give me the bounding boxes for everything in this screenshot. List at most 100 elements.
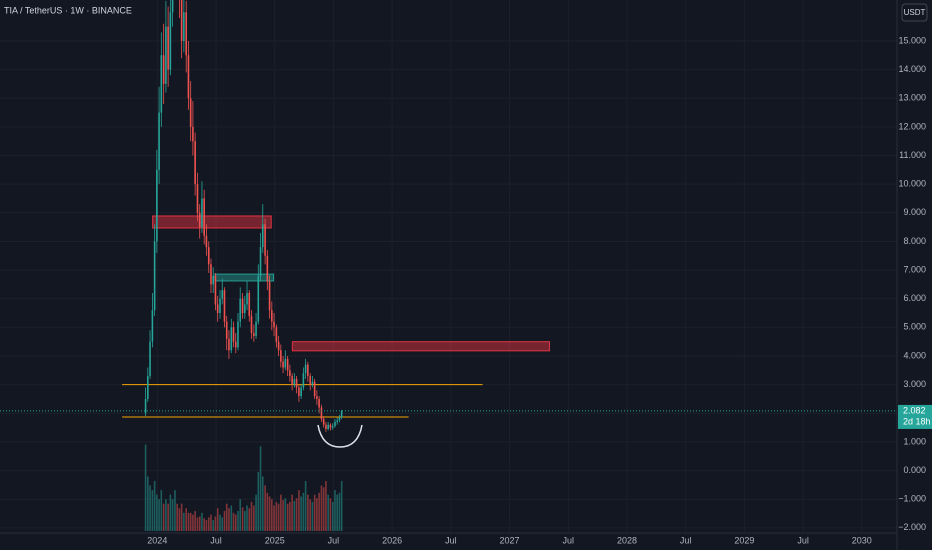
x-tick-label: Jul [210,535,222,545]
candle-body [318,398,320,408]
last-price-box [898,404,932,429]
countdown-label: 2d 18h [903,416,931,426]
volume-bar [268,496,271,531]
volume-bar [144,444,147,531]
volume-bar [219,514,221,531]
volume-bar [192,514,194,531]
arc-drawing [317,424,363,448]
candle-body [158,112,160,170]
candle-body [289,370,291,377]
candle-body [237,321,239,348]
candle-body [149,341,151,377]
volume-bar [203,518,205,531]
volume-bar [293,500,296,531]
candle-body [198,212,201,228]
candle-body [183,12,185,41]
volume-bar [147,476,149,531]
candle-body [286,358,289,371]
volume-bar [271,499,273,531]
volume-bar [250,501,253,531]
volume-bar [325,480,327,531]
volume-bar [183,512,185,531]
candle-body [257,275,260,322]
candle-body [196,184,199,213]
candle-body [307,364,309,377]
volume-bar [334,490,336,531]
zone [291,341,550,352]
candle-body [228,338,230,351]
candle-body [187,55,190,99]
candle-body [156,169,158,242]
candle-body [302,373,305,388]
chart-title: TIA / TetherUS · 1W · BINANCE [4,5,132,15]
candle-body [331,426,334,428]
volume-bar [318,492,320,531]
x-tick-label: 2029 [734,535,754,545]
candle-body [194,141,196,185]
volume-bar [280,494,282,531]
volume-bar [212,520,215,531]
last-price-label: 2.082 [903,405,926,415]
volume-bar [185,508,188,531]
y-tick-label: 6.000 [903,293,926,303]
volume-bar [264,485,266,531]
candle-body [162,55,165,84]
candle-body [147,376,149,399]
volume-bar [239,499,242,531]
volume-bar [300,496,302,531]
candle-body [171,0,174,13]
volume-bar [289,501,291,531]
candle-body [165,26,167,84]
volume-bar [277,503,280,531]
volume-bar [313,494,316,531]
y-tick-label: 5.000 [903,322,926,332]
volume-bar [304,480,307,531]
volume-bar [253,505,255,531]
volume-bar [232,512,235,531]
volume-bar [189,512,192,531]
volume-bar [207,517,210,531]
candle-body [255,321,257,336]
volume-bar [338,492,341,531]
volume-bar [322,487,325,531]
candle-body [241,298,244,314]
y-tick-label: 13.000 [898,93,926,103]
candle-body [153,241,156,311]
candle-body [327,424,329,430]
volume-bar [336,494,338,531]
candle-body [219,298,221,314]
volume-bar [237,510,239,531]
volume-bar [295,498,298,531]
candle-body [266,255,269,282]
volume-bar [225,503,228,531]
volume-bar [149,485,151,531]
volume-bar [169,494,172,531]
candle-body [169,12,172,70]
volume-bar [234,514,237,531]
volume-bar [223,510,226,531]
volume-bar [241,507,244,531]
candle-body [221,290,224,299]
x-tick-label: Jul [797,535,809,545]
y-tick-label: 9.000 [903,207,926,217]
volume-bar [316,498,318,531]
currency-button[interactable] [901,3,928,22]
candle-body [338,417,341,421]
volume-bar [259,446,262,531]
candle-body [259,247,262,276]
x-tick-label: 2025 [265,535,285,545]
candle-body [250,315,253,334]
volume-bar [180,503,183,531]
candle-body [340,410,343,418]
candle-body [325,424,327,430]
x-tick-label: Jul [445,535,457,545]
volume-bar [162,503,165,531]
volume-bar [151,490,154,531]
currency-label[interactable]: USDT [904,8,926,17]
candle-body [316,396,318,399]
x-tick-label: Jul [562,535,574,545]
volume-bar [329,498,332,531]
candle-body [298,387,300,397]
x-tick-label: 2028 [617,535,637,545]
